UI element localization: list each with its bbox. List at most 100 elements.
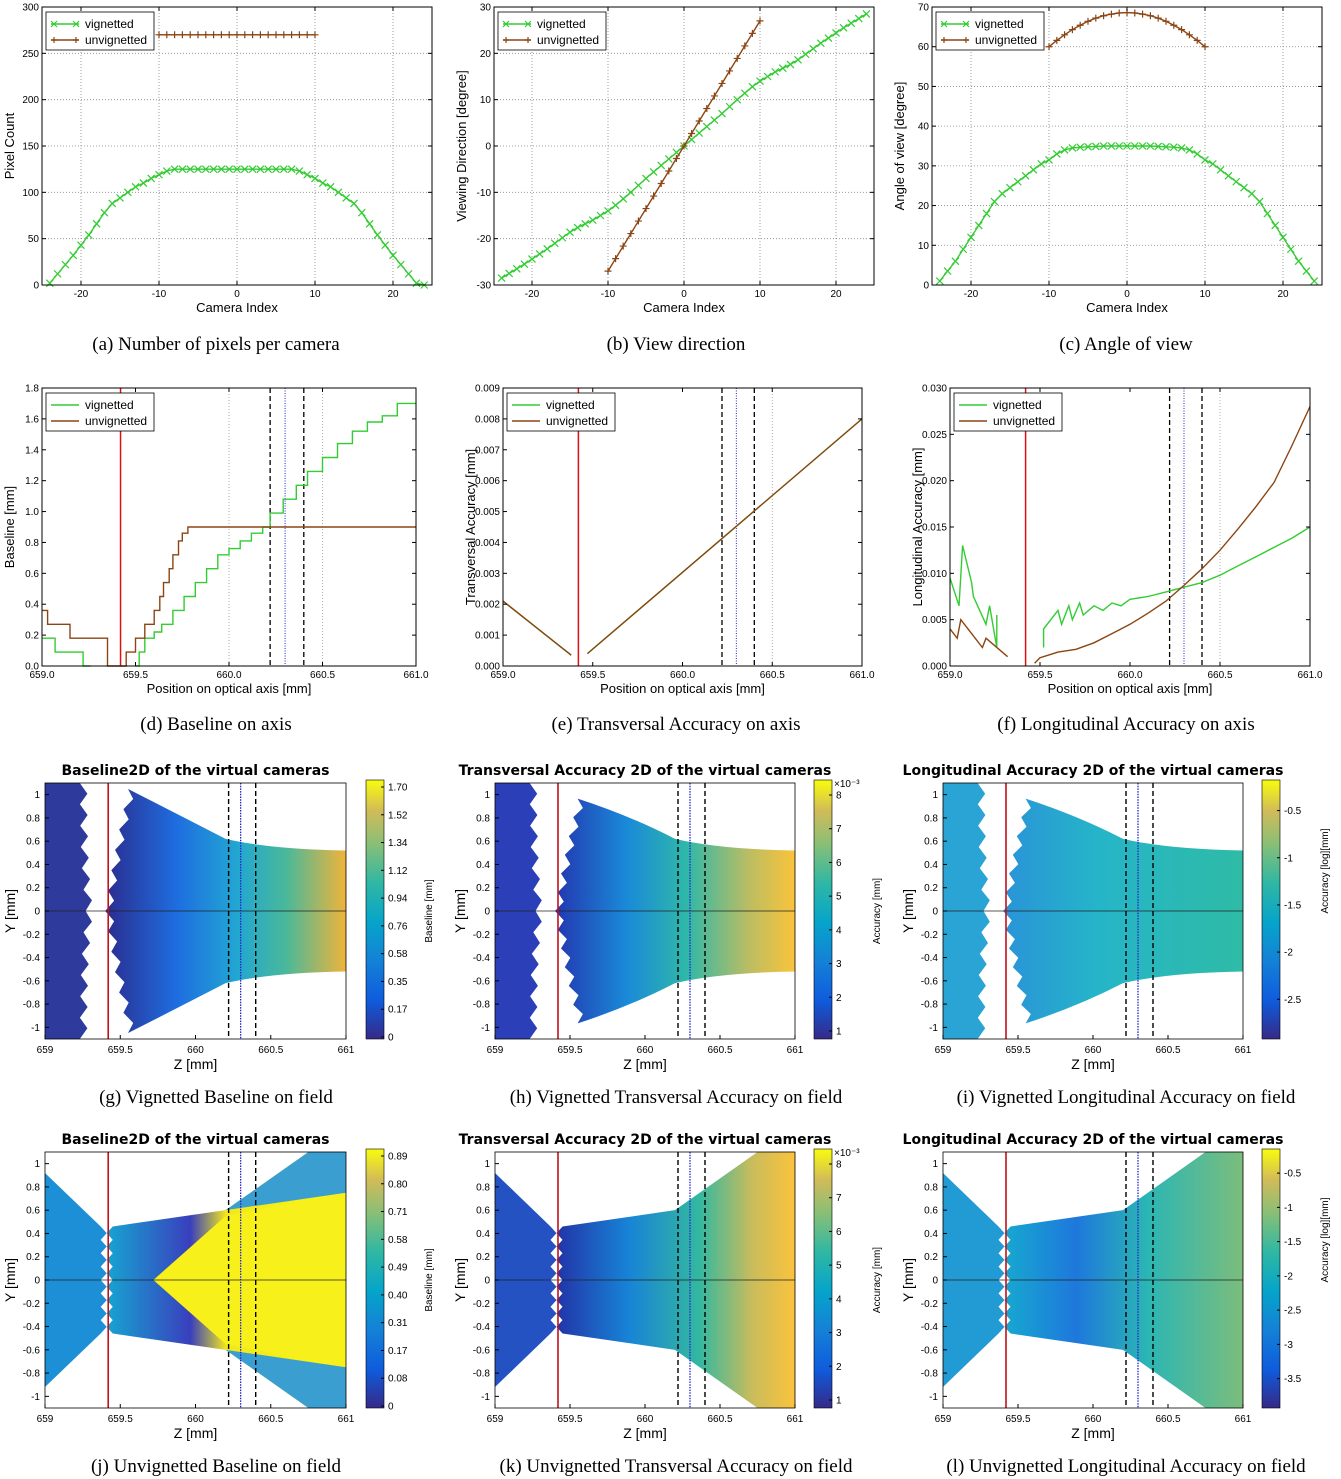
caption-b: (b) View direction <box>607 334 746 355</box>
colorbar-tick-label: 0.80 <box>388 1179 408 1190</box>
legend-label-vignetted: vignetted <box>537 17 586 31</box>
point-marker-unvignetted <box>1131 9 1139 17</box>
y-tick-label: -0.2 <box>921 930 939 941</box>
y-tick-label: -0.6 <box>473 976 491 987</box>
x-tick-label: -20 <box>964 289 979 300</box>
x-tick-label: 661 <box>1235 1045 1252 1056</box>
point-marker-unvignetted <box>756 17 764 25</box>
x-tick-label: 660 <box>637 1045 654 1056</box>
point-marker-unvignetted <box>171 31 179 39</box>
chart-title: Baseline2D of the virtual cameras <box>62 1132 330 1148</box>
y-tick-label: 0.020 <box>922 476 947 487</box>
point-marker-unvignetted <box>1178 26 1186 34</box>
colorbar-tick-label: 6 <box>836 858 842 869</box>
y-tick-label: 0.000 <box>475 662 500 673</box>
chart-h: Transversal Accuracy 2D of the virtual c… <box>452 763 883 1072</box>
chart-title: Transversal Accuracy 2D of the virtual c… <box>459 763 832 779</box>
point-marker-vignetted <box>951 257 960 266</box>
x-tick-label: 659 <box>487 1414 504 1425</box>
point-marker-vignetted <box>497 274 506 282</box>
caption-l: (l) Unvignetted Longitudinal Accuracy on… <box>946 1456 1306 1477</box>
legend-box <box>935 11 1045 51</box>
legend-label-unvignetted: unvignetted <box>85 33 147 47</box>
y-tick-label: 0.004 <box>475 538 500 549</box>
y-tick-label: -0.6 <box>473 1345 491 1356</box>
legend-box <box>506 392 616 432</box>
point-marker-vignetted <box>1123 142 1131 150</box>
point-marker-unvignetted <box>710 92 718 100</box>
point-marker-vignetted <box>1060 146 1069 154</box>
point-marker-vignetted <box>279 165 288 174</box>
x-tick-label: 0 <box>1124 289 1130 300</box>
point-marker-unvignetted <box>1045 43 1053 51</box>
legend: vignetted unvignetted <box>935 11 1045 51</box>
point-marker-unvignetted <box>241 31 249 39</box>
y-tick-label: 0.6 <box>924 837 938 848</box>
point-marker-vignetted <box>1162 142 1170 151</box>
point-marker-vignetted <box>801 50 810 59</box>
y-tick-label: 0 <box>484 1276 490 1287</box>
legend-marker <box>941 37 947 43</box>
point-marker-vignetted <box>702 122 711 131</box>
x-tick-label: 660.5 <box>310 670 335 681</box>
colorbar-tick-label: -1 <box>1284 853 1293 864</box>
point-marker-vignetted <box>588 216 597 225</box>
point-marker-unvignetted <box>1193 36 1201 44</box>
y-tick-label: -0.8 <box>473 1369 491 1380</box>
x-tick-label: 660.5 <box>1207 670 1232 681</box>
point-marker-unvignetted <box>163 31 171 39</box>
x-tick-label: 659.5 <box>123 670 148 681</box>
series-line-vignetted <box>49 168 425 286</box>
caption-h: (h) Vignetted Transversal Accuracy on fi… <box>510 1087 843 1108</box>
y-tick-label: -0.6 <box>23 1345 41 1356</box>
y-tick-label: -0.4 <box>921 1322 939 1333</box>
point-marker-vignetted <box>1084 142 1092 151</box>
point-marker-unvignetted <box>627 230 635 238</box>
point-marker-unvignetted <box>264 31 272 39</box>
point-marker-vignetted <box>581 219 590 228</box>
series-line-unvignetted <box>42 526 416 667</box>
y-tick-label: -0.8 <box>23 1369 41 1380</box>
chart-k: Transversal Accuracy 2D of the virtual c… <box>452 1132 883 1441</box>
point-marker-vignetted <box>272 165 280 174</box>
point-marker-vignetted <box>1286 245 1295 254</box>
y-tick-label: 1 <box>484 1159 490 1170</box>
series-line-unvignetted <box>502 418 863 656</box>
y-tick-label: 0 <box>485 142 491 153</box>
colorbar <box>813 1148 833 1409</box>
y-tick-label: 0.6 <box>476 837 490 848</box>
point-marker-vignetted <box>1013 177 1022 186</box>
x-axis-label: Position on optical axis [mm] <box>600 681 765 696</box>
y-tick-label: -1 <box>31 1023 40 1034</box>
y-tick-label: 0.2 <box>924 883 938 894</box>
colorbar-tick-label: 5 <box>836 1261 842 1272</box>
y-tick-label: 0 <box>33 281 39 292</box>
point-marker-unvignetted <box>1154 14 1162 22</box>
point-marker-vignetted <box>528 255 536 263</box>
point-marker-unvignetted <box>1092 14 1100 22</box>
colorbar-tick-label: -2 <box>1284 948 1293 959</box>
point-marker-unvignetted <box>1146 12 1154 20</box>
y-tick-label: 0.4 <box>924 1229 938 1240</box>
y-tick-label: 0.015 <box>922 523 947 534</box>
colorbar-tick-label: -0.5 <box>1284 806 1302 817</box>
point-marker-vignetted <box>520 260 529 269</box>
x-tick-label: 659.5 <box>1027 670 1052 681</box>
point-marker-vignetted <box>657 161 666 170</box>
y-tick-label: 1 <box>484 790 490 801</box>
y-tick-label: 0.8 <box>476 813 490 824</box>
y-tick-label: -0.8 <box>921 1000 939 1011</box>
x-axis-label: Camera Index <box>1086 300 1168 315</box>
y-tick-label: 50 <box>918 82 930 93</box>
point-marker-vignetted <box>543 244 552 253</box>
point-marker-vignetted <box>786 60 795 69</box>
x-tick-label: 660 <box>187 1414 204 1425</box>
point-marker-vignetted <box>943 267 952 276</box>
point-marker-unvignetted <box>1100 12 1108 20</box>
colorbar-label: Accuracy [log][mm] <box>1320 1197 1331 1282</box>
point-marker-vignetted <box>959 245 968 254</box>
point-marker-unvignetted <box>256 31 264 39</box>
y-tick-label: 0 <box>932 907 938 918</box>
point-marker-unvignetted <box>604 267 612 275</box>
y-tick-label: 1.2 <box>25 476 39 487</box>
